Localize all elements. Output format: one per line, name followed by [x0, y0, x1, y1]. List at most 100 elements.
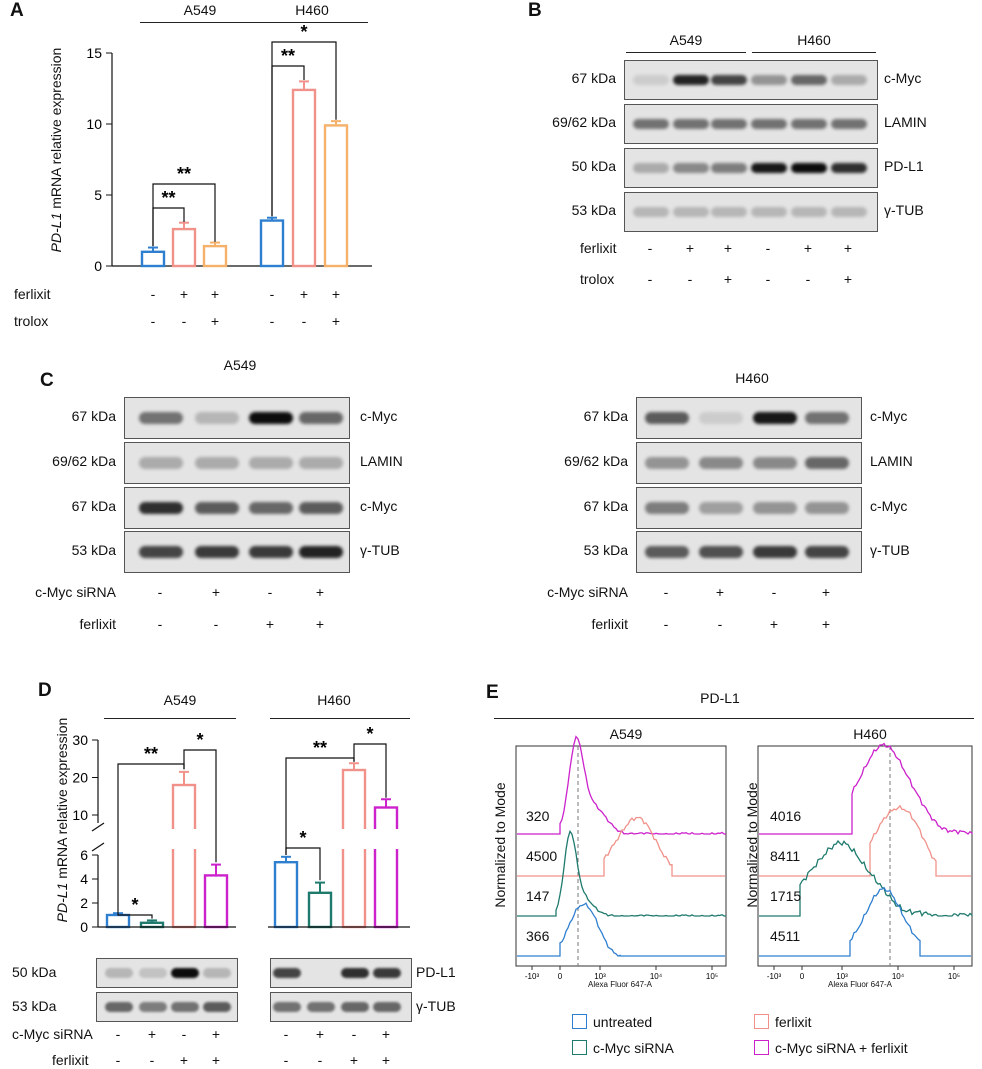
- western-blot-strip: [624, 192, 878, 232]
- histogram-trace: [517, 902, 725, 957]
- legend-swatch: [754, 1040, 769, 1055]
- histogram-title: PD-L1: [700, 690, 740, 706]
- histogram-trace: [517, 829, 726, 917]
- blot-band: [195, 412, 239, 424]
- western-blot-strip: [270, 992, 412, 1022]
- western-blot-strip: [96, 958, 238, 988]
- blot-band: [633, 163, 669, 173]
- treatment-sign: -: [115, 1052, 121, 1068]
- treatment-sign: -: [765, 240, 771, 256]
- treatment-sign: -: [157, 584, 163, 600]
- blot-band: [171, 1002, 199, 1012]
- bar-break-gap: [170, 829, 198, 849]
- axis-break: [91, 822, 105, 832]
- treatment-sign: +: [349, 1052, 359, 1068]
- treatment-sign: -: [687, 271, 693, 287]
- blot-band: [831, 75, 867, 85]
- treatment-sign: +: [685, 240, 695, 256]
- blot-band: [273, 1002, 301, 1012]
- blot-band: [105, 1002, 133, 1012]
- treatment-sign: -: [181, 1026, 187, 1042]
- treatment-sign: +: [715, 584, 725, 600]
- blot-band: [249, 502, 293, 514]
- treatment-sign: +: [821, 584, 831, 600]
- blot-band: [711, 75, 747, 85]
- mfi-value: 366: [526, 928, 550, 944]
- blot-band: [753, 546, 797, 558]
- treatment-sign: -: [213, 616, 219, 632]
- significance-star: **: [281, 46, 295, 66]
- blot-band: [273, 968, 301, 978]
- blot-band: [711, 207, 747, 217]
- x-axis-label: Alexa Fluor 647-A: [827, 980, 893, 989]
- x-tick-label: 10⁴: [892, 972, 905, 981]
- molecular-weight-label: 67 kDa: [571, 70, 616, 86]
- cell-label-h460: H460: [735, 370, 769, 386]
- blot-band: [249, 546, 293, 558]
- blot-band: [139, 1002, 167, 1012]
- blot-band: [805, 412, 849, 424]
- panel-label-a: A: [10, 0, 24, 21]
- significance-star: *: [366, 724, 373, 744]
- treatment-label-ferlixit: ferlixit: [580, 240, 617, 256]
- protein-label: PD-L1: [416, 964, 456, 980]
- blot-band: [195, 546, 239, 558]
- axis-break: [91, 842, 105, 852]
- significance-star: **: [313, 738, 327, 758]
- blot-band: [753, 412, 797, 424]
- protein-label: LAMIN: [870, 453, 913, 469]
- treatment-sign: +: [381, 1052, 391, 1068]
- blot-band: [195, 457, 239, 469]
- y-tick-label: 10: [86, 116, 102, 132]
- x-tick-label: -10³: [767, 972, 782, 981]
- blot-band: [203, 1002, 231, 1012]
- legend-swatch: [572, 1040, 587, 1055]
- blot-band: [633, 119, 669, 129]
- treatment-sign: -: [149, 1052, 155, 1068]
- treatment-sign: +: [211, 1052, 221, 1068]
- group-line: [270, 718, 410, 719]
- legend-swatch: [572, 1014, 587, 1029]
- treatment-sign: -: [301, 313, 307, 329]
- treatment-sign: +: [299, 286, 309, 302]
- significance-star: *: [131, 895, 138, 915]
- western-blot-strip: [96, 992, 238, 1022]
- group-line: [494, 718, 974, 719]
- legend-item: c-Myc siRNA: [572, 1040, 674, 1056]
- treatment-sign: -: [663, 584, 669, 600]
- significance-star: **: [161, 188, 175, 208]
- x-tick-label: 10³: [836, 972, 848, 981]
- blot-band: [633, 207, 669, 217]
- treatment-label-sirna: c-Myc siRNA: [12, 1026, 93, 1042]
- x-tick-label: 0: [558, 972, 563, 981]
- mfi-value: 8411: [770, 848, 801, 864]
- treatment-sign: +: [769, 616, 779, 632]
- treatment-label-ferlixit: ferlixit: [591, 616, 628, 632]
- panel-label-c: C: [40, 370, 54, 391]
- y-tick-label: 2: [80, 895, 88, 911]
- treatment-sign: +: [211, 584, 221, 600]
- treatment-sign: +: [210, 313, 220, 329]
- significance-bracket: [353, 743, 387, 798]
- treatment-sign: +: [821, 616, 831, 632]
- blot-band: [699, 546, 743, 558]
- significance-star: **: [177, 164, 191, 184]
- treatment-sign: +: [315, 616, 325, 632]
- blot-band: [105, 968, 133, 978]
- blot-band: [341, 968, 369, 978]
- western-blot-strip: [624, 60, 878, 100]
- mfi-value: 147: [526, 888, 550, 904]
- protein-label: γ-TUB: [360, 542, 400, 558]
- y-tick-label: 6: [80, 847, 88, 863]
- treatment-sign: -: [150, 286, 156, 302]
- mfi-value: 4511: [770, 928, 801, 944]
- treatment-label-sirna: c-Myc siRNA: [35, 584, 116, 600]
- mfi-value: 320: [526, 808, 550, 824]
- protein-label: PD-L1: [884, 158, 924, 174]
- significance-star: **: [144, 744, 158, 764]
- legend-label: c-Myc siRNA + ferlixit: [775, 1040, 908, 1056]
- blot-band: [171, 968, 199, 978]
- x-axis-label: Alexa Fluor 647-A: [587, 980, 653, 989]
- molecular-weight-label: 69/62 kDa: [52, 453, 116, 469]
